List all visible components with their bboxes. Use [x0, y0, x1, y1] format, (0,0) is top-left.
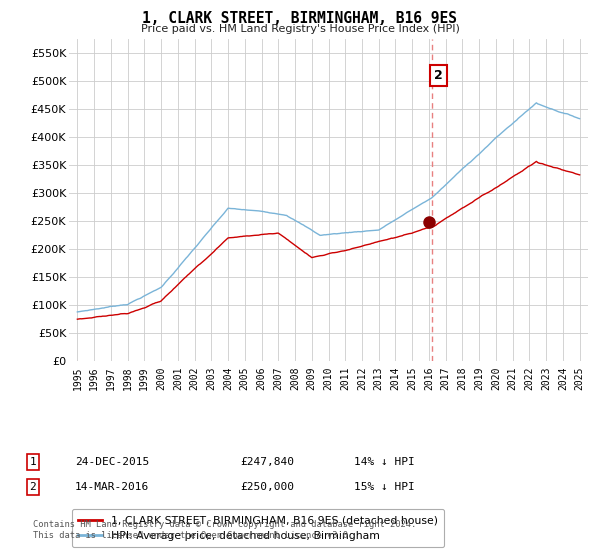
Legend: 1, CLARK STREET, BIRMINGHAM, B16 9ES (detached house), HPI: Average price, detac: 1, CLARK STREET, BIRMINGHAM, B16 9ES (de…	[72, 509, 445, 547]
Text: 2: 2	[434, 69, 443, 82]
Text: £250,000: £250,000	[240, 482, 294, 492]
Text: 15% ↓ HPI: 15% ↓ HPI	[354, 482, 415, 492]
Text: 14-MAR-2016: 14-MAR-2016	[75, 482, 149, 492]
Text: 1: 1	[29, 457, 37, 467]
Text: £247,840: £247,840	[240, 457, 294, 467]
Text: Contains HM Land Registry data © Crown copyright and database right 2024.
This d: Contains HM Land Registry data © Crown c…	[33, 520, 416, 540]
Text: 24-DEC-2015: 24-DEC-2015	[75, 457, 149, 467]
Text: Price paid vs. HM Land Registry's House Price Index (HPI): Price paid vs. HM Land Registry's House …	[140, 24, 460, 34]
Text: 14% ↓ HPI: 14% ↓ HPI	[354, 457, 415, 467]
Text: 1, CLARK STREET, BIRMINGHAM, B16 9ES: 1, CLARK STREET, BIRMINGHAM, B16 9ES	[143, 11, 458, 26]
Text: 2: 2	[29, 482, 37, 492]
